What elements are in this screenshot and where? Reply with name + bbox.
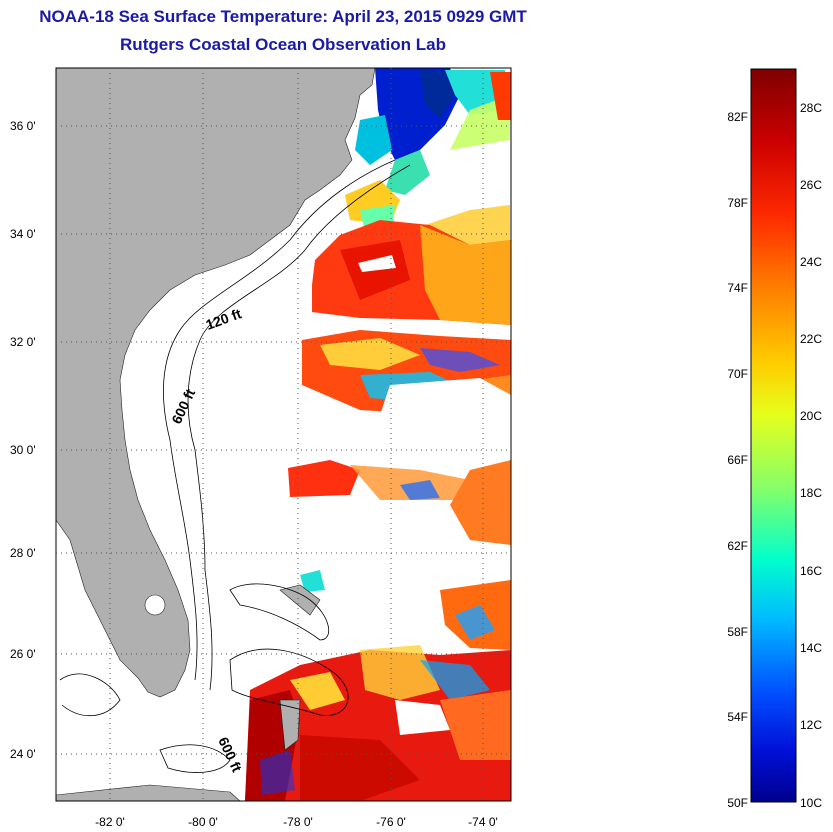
map-title: NOAA-18 Sea Surface Temperature: April 2…	[39, 7, 527, 26]
lon-tick-label: -82 0'	[95, 815, 125, 829]
lat-tick-label: 32 0'	[10, 335, 36, 349]
lon-tick-label: -74 0'	[468, 815, 498, 829]
graticule	[56, 68, 511, 801]
lat-tick-label: 24 0'	[10, 747, 36, 761]
lon-tick-label: -76 0'	[376, 815, 406, 829]
lat-tick-label: 26 0'	[10, 647, 36, 661]
colorbar-c-label: 24C	[800, 255, 822, 269]
colorbar-f-label: 78F	[727, 196, 748, 210]
lat-tick-label: 34 0'	[10, 227, 36, 241]
map-border	[55, 67, 512, 802]
colorbar-c-label: 14C	[800, 641, 822, 655]
colorbar-f-label: 82F	[727, 110, 748, 124]
colorbar-c-label: 26C	[800, 178, 822, 192]
colorbar-f-label: 66F	[727, 453, 748, 467]
sst-patches	[245, 68, 511, 801]
map-subtitle: Rutgers Coastal Ocean Observation Lab	[120, 35, 446, 54]
colorbar-c-label: 20C	[800, 409, 822, 423]
colorbar-f-label: 62F	[727, 539, 748, 553]
land-mass	[56, 68, 376, 801]
colorbar-c-label: 10C	[800, 796, 822, 810]
lon-tick-label: -80 0'	[188, 815, 218, 829]
colorbar-c-label: 22C	[800, 332, 822, 346]
colorbar-f-label: 50F	[727, 796, 748, 810]
colorbar-f-label: 70F	[727, 367, 748, 381]
colorbar-f-label: 54F	[727, 710, 748, 724]
colorbar-c-label: 18C	[800, 486, 822, 500]
colorbar-c-label: 12C	[800, 718, 822, 732]
colorbar-c-label: 28C	[800, 101, 822, 115]
colorbar	[750, 68, 797, 803]
lat-tick-label: 30 0'	[10, 443, 36, 457]
lat-tick-label: 36 0'	[10, 119, 36, 133]
lat-tick-label: 28 0'	[10, 546, 36, 560]
lon-tick-label: -78 0'	[283, 815, 313, 829]
colorbar-c-label: 16C	[800, 564, 822, 578]
colorbar-f-label: 58F	[727, 625, 748, 639]
isobath-contours	[59, 159, 411, 773]
colorbar-f-label: 74F	[727, 281, 748, 295]
